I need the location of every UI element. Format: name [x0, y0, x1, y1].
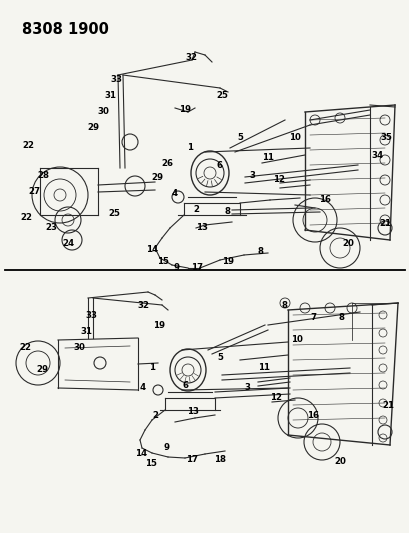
- Text: 2: 2: [193, 206, 198, 214]
- Text: 16: 16: [306, 410, 318, 419]
- Text: 29: 29: [87, 124, 99, 133]
- Text: 11: 11: [257, 364, 270, 373]
- Text: 5: 5: [216, 353, 222, 362]
- Text: 10: 10: [290, 335, 302, 344]
- Text: 19: 19: [153, 320, 164, 329]
- Text: 12: 12: [270, 393, 281, 402]
- Text: 24: 24: [62, 239, 74, 248]
- Text: 30: 30: [97, 107, 109, 116]
- Text: 8: 8: [257, 247, 263, 256]
- Text: 22: 22: [19, 343, 31, 351]
- Text: 22: 22: [20, 214, 32, 222]
- Text: 25: 25: [216, 91, 227, 100]
- Text: 22: 22: [22, 141, 34, 149]
- Text: 2: 2: [152, 410, 157, 419]
- Text: 8: 8: [281, 301, 287, 310]
- Text: 20: 20: [333, 457, 345, 466]
- Text: 26: 26: [161, 158, 173, 167]
- Text: 13: 13: [187, 408, 198, 416]
- Text: 29: 29: [36, 366, 48, 375]
- Text: 32: 32: [137, 301, 148, 310]
- Text: 19: 19: [221, 257, 234, 266]
- Text: 23: 23: [45, 223, 57, 232]
- Text: 17: 17: [186, 456, 198, 464]
- Text: 20: 20: [341, 238, 353, 247]
- Text: 7: 7: [309, 312, 315, 321]
- Text: 17: 17: [191, 263, 202, 272]
- Text: 28: 28: [37, 171, 49, 180]
- Text: 18: 18: [213, 456, 225, 464]
- Text: 9: 9: [173, 263, 180, 272]
- Text: 6: 6: [182, 381, 189, 390]
- Text: 31: 31: [80, 327, 92, 335]
- Text: 5: 5: [236, 133, 243, 142]
- Text: 33: 33: [110, 75, 122, 84]
- Text: 13: 13: [196, 223, 207, 232]
- Text: 33: 33: [85, 311, 97, 320]
- Text: 34: 34: [371, 150, 383, 159]
- Text: 31: 31: [104, 91, 116, 100]
- Text: 10: 10: [288, 133, 300, 142]
- Text: 4: 4: [171, 189, 178, 198]
- Text: 14: 14: [135, 448, 147, 457]
- Text: 19: 19: [179, 106, 191, 115]
- Text: 21: 21: [381, 400, 393, 409]
- Text: 15: 15: [145, 458, 157, 467]
- Text: 11: 11: [261, 154, 273, 163]
- Text: 1: 1: [148, 364, 155, 373]
- Text: 3: 3: [248, 171, 254, 180]
- Text: 29: 29: [151, 174, 163, 182]
- Text: 16: 16: [318, 196, 330, 205]
- Text: 32: 32: [184, 52, 196, 61]
- Text: 6: 6: [216, 160, 222, 169]
- Text: 21: 21: [378, 219, 390, 228]
- Text: 1: 1: [187, 143, 193, 152]
- Text: 25: 25: [108, 208, 120, 217]
- Text: 12: 12: [272, 175, 284, 184]
- Text: 8308 1900: 8308 1900: [22, 22, 109, 37]
- Text: 30: 30: [73, 343, 85, 351]
- Text: 3: 3: [243, 384, 249, 392]
- Text: 15: 15: [157, 257, 169, 266]
- Text: 9: 9: [164, 443, 170, 453]
- Text: 8: 8: [338, 313, 344, 322]
- Text: 35: 35: [379, 133, 391, 142]
- Text: 27: 27: [28, 188, 40, 197]
- Text: 14: 14: [146, 246, 158, 254]
- Text: 8: 8: [225, 207, 230, 216]
- Text: 4: 4: [139, 384, 146, 392]
